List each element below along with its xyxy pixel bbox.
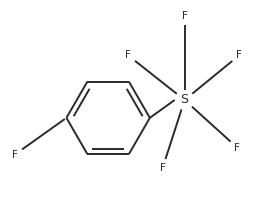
Text: F: F — [236, 50, 242, 60]
Text: S: S — [180, 94, 189, 107]
Text: F: F — [234, 143, 240, 153]
Text: F: F — [12, 150, 18, 160]
Text: F: F — [125, 50, 131, 60]
Text: F: F — [182, 11, 188, 21]
Text: F: F — [160, 163, 166, 173]
